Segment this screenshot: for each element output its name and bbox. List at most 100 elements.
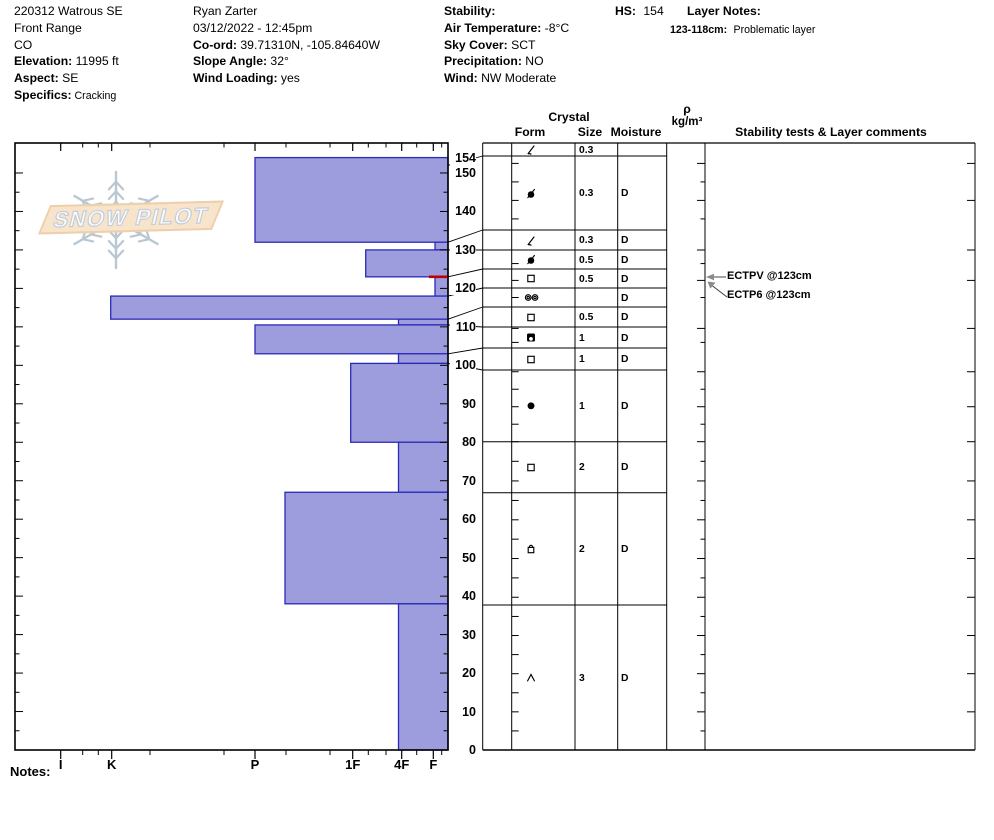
depth-axis-label: 80: [450, 435, 476, 450]
field-value: 39.71310N, -105.84640W: [237, 37, 380, 52]
arrow-head-icon: [707, 281, 716, 289]
moisture-value: D: [621, 400, 629, 412]
depth-axis-label: 90: [450, 396, 476, 411]
pit-info-line: Precipitation: NO: [444, 54, 544, 68]
chart-border: [14, 142, 449, 751]
depth-axis-label: 154: [450, 150, 476, 165]
hardness-axis-label: P: [250, 757, 260, 772]
moisture-value: D: [621, 235, 629, 246]
snowpilot-logo-text: SNOW PILOT: [50, 202, 212, 232]
pit-info-line: 03/12/2022 - 12:45pm: [193, 21, 312, 35]
grain-size-value: 0.5: [579, 312, 594, 323]
depth-axis-label: 70: [450, 473, 476, 488]
hardness-bar: [254, 324, 449, 355]
pit-info-line: Aspect: SE: [14, 71, 78, 85]
snowflake-barb: [114, 190, 125, 201]
field-value: CO: [14, 37, 33, 52]
depth-axis-label: 30: [450, 627, 476, 642]
snowflake-barb: [114, 180, 125, 191]
stability-test-result-2: ECTP6 @123cm: [727, 289, 811, 301]
depth-axis-label: 0: [450, 743, 476, 757]
grain-size-value: 1: [579, 332, 585, 344]
snowflake-barb: [137, 197, 151, 202]
snowflake-barb: [107, 190, 118, 201]
snowflake-barb: [81, 197, 95, 202]
pit-info-line: Wind Loading: yes: [193, 71, 300, 85]
pit-info-line: Elevation: 11995 ft: [14, 54, 119, 68]
layer-leader-line: [447, 229, 483, 243]
hardness-bar: [397, 318, 449, 326]
snowflake-barb: [114, 239, 125, 250]
field-label: Sky Cover:: [444, 37, 508, 52]
grain-form-icon-crust: [524, 291, 539, 304]
field-label: Precipitation:: [444, 54, 522, 69]
hardness-bar: [434, 241, 449, 251]
depth-axis-label: 140: [450, 204, 476, 219]
grain-form-icon-facet: [525, 272, 537, 285]
col-header-moisture: Moisture: [610, 125, 662, 139]
grain-size-value: 0.3: [579, 188, 594, 199]
col-header-density-units: kg/m³: [671, 116, 703, 128]
hardness-bar: [397, 441, 449, 493]
col-header-comments: Stability tests & Layer comments: [735, 125, 927, 139]
snowflake-barb: [114, 249, 125, 260]
hardness-bar: [110, 295, 449, 320]
hardness-axis-label: I: [58, 757, 63, 772]
depth-axis-label: 110: [450, 319, 476, 334]
layer-note-text: Problematic layer: [733, 24, 816, 36]
field-value: 11995 ft: [72, 54, 119, 69]
pit-info-line: Wind: NW Moderate: [444, 71, 556, 85]
snowflake-barb: [137, 238, 151, 243]
field-label: Wind Loading:: [193, 71, 278, 86]
pit-info-line: Ryan Zarter: [193, 4, 257, 18]
stability-test-result-1: ECTPV @123cm: [727, 270, 812, 282]
field-value: -8°C: [541, 20, 570, 35]
pit-info-line: 220312 Watrous SE: [14, 4, 123, 18]
pit-info-line: Front Range: [14, 21, 82, 35]
field-label: Stability:: [444, 4, 496, 18]
field-value: 32°: [267, 54, 289, 69]
hs-value: 154: [643, 4, 664, 18]
field-value: Ryan Zarter: [193, 4, 258, 18]
field-value: SCT: [507, 37, 536, 52]
layer-notes-title: Layer Notes:: [687, 4, 761, 18]
col-header-crystal: Crystal: [548, 110, 590, 124]
field-label: Specifics:: [14, 88, 72, 102]
field-value: Front Range: [14, 20, 82, 35]
depth-axis-label: 50: [450, 550, 476, 565]
pit-info-line: Sky Cover: SCT: [444, 38, 535, 52]
notes-label: Notes:: [10, 764, 51, 779]
hardness-bar: [365, 249, 449, 278]
arrow-head-icon: [706, 273, 714, 281]
moisture-value: D: [621, 312, 629, 323]
field-value: SE: [58, 71, 79, 86]
field-label: Air Temperature:: [444, 20, 542, 35]
snowflake-barb: [81, 238, 95, 243]
hardness-axis-label: 4F: [394, 757, 410, 772]
field-value: NO: [521, 54, 544, 69]
field-value: 220312 Watrous SE: [14, 4, 123, 18]
grain-form-icon-ball-slash: [525, 187, 537, 200]
moisture-value: D: [621, 292, 629, 304]
grain-form-icon-facet-rounded: [525, 331, 537, 344]
snowflake-barb: [107, 239, 118, 250]
pit-info-line: Stability:: [444, 4, 495, 18]
field-label: Aspect:: [14, 71, 59, 86]
grain-form-icon-ball-slash: [525, 253, 537, 266]
grain-form-icon-depth-hoar: [525, 671, 537, 684]
field-value: 03/12/2022 - 12:45pm: [193, 20, 313, 35]
snow-height-field: HS: 154: [615, 4, 664, 18]
moisture-value: D: [621, 254, 629, 266]
depth-axis-label: 120: [450, 281, 476, 296]
grain-form-icon-facet-capped: [525, 542, 537, 555]
grain-form-icon-facet: [525, 311, 537, 324]
snowflake-barb: [107, 249, 118, 260]
moisture-value: D: [621, 354, 629, 365]
hardness-bar: [350, 362, 449, 443]
moisture-value: D: [621, 462, 629, 474]
depth-axis-label: 130: [450, 242, 476, 257]
snowflake-barb: [129, 233, 143, 238]
moisture-value: D: [621, 273, 629, 285]
depth-axis-label: 150: [450, 165, 476, 180]
hardness-bar: [284, 491, 449, 605]
